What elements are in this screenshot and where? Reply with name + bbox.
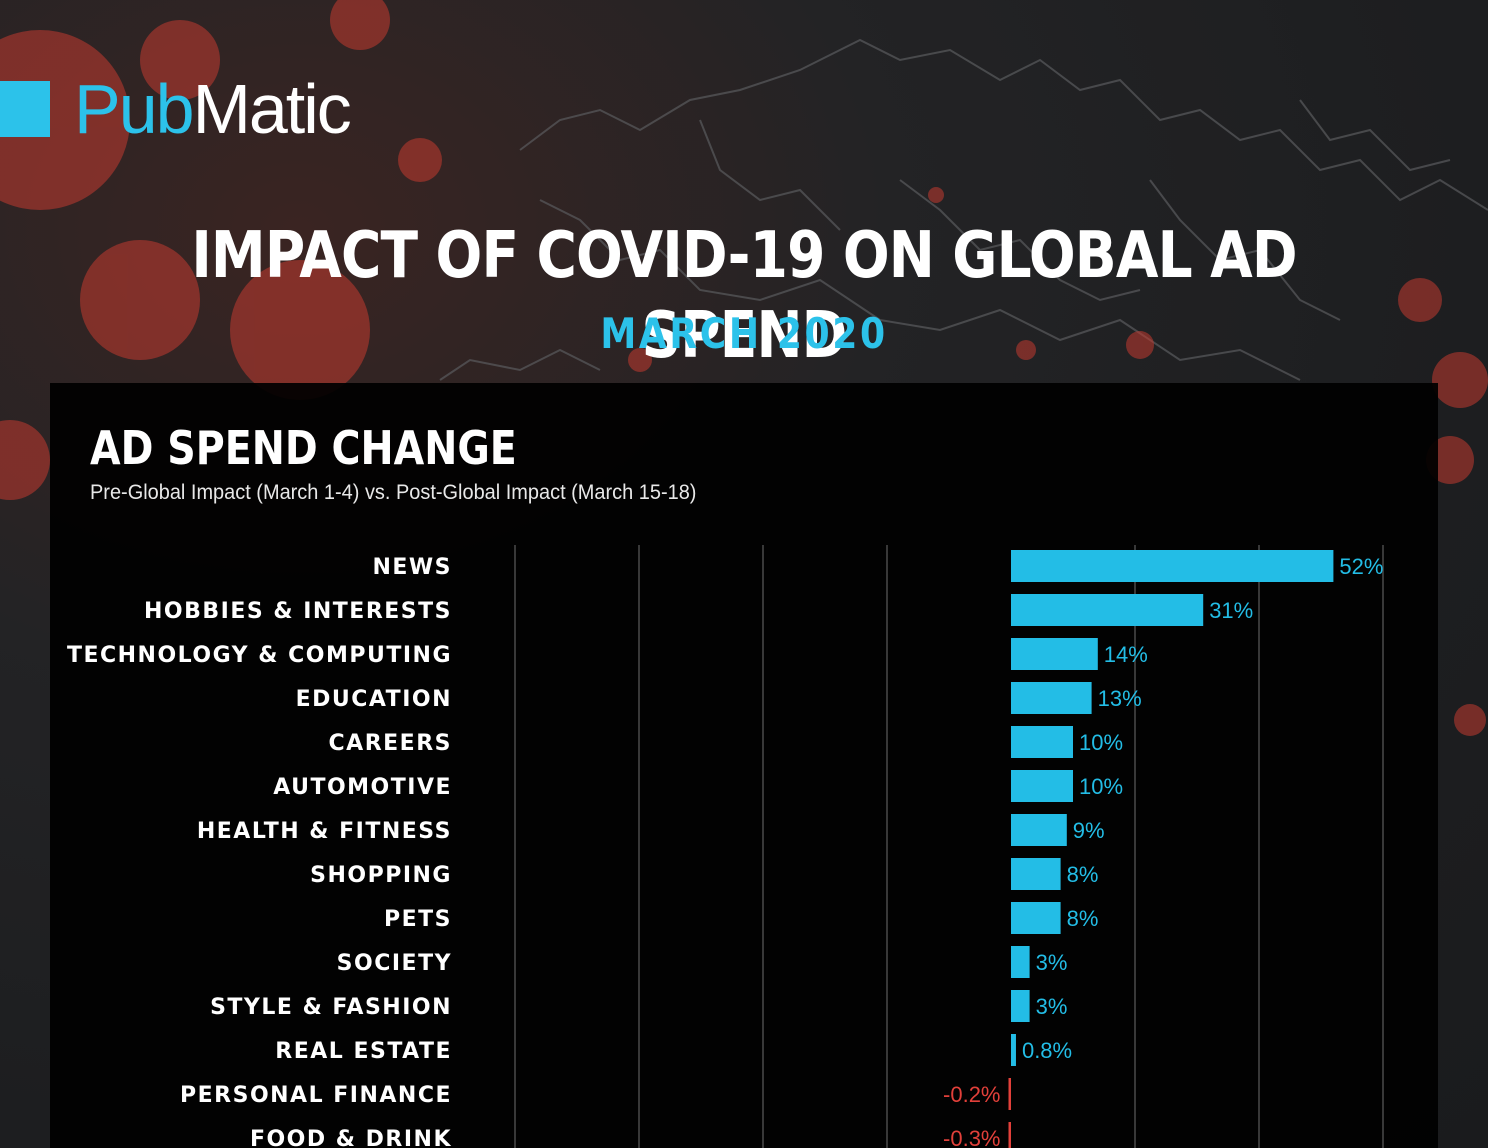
category-label: EDUCATION <box>296 687 452 712</box>
bar-real-estate <box>1011 1034 1016 1066</box>
value-label: 8% <box>1067 862 1099 887</box>
value-label: 52% <box>1339 554 1383 579</box>
value-label: -0.3% <box>943 1126 1000 1148</box>
category-label: SOCIETY <box>337 951 452 976</box>
main-subtitle: MARCH 2020 <box>600 309 888 358</box>
bar-news <box>1011 550 1334 582</box>
bar-food-drink <box>1008 1122 1011 1148</box>
bar-society <box>1011 946 1030 978</box>
bar-health-fitness <box>1011 814 1067 846</box>
value-label: 10% <box>1079 730 1123 755</box>
category-label: AUTOMOTIVE <box>273 775 452 800</box>
category-label: PETS <box>384 907 452 932</box>
category-label: SHOPPING <box>310 863 452 888</box>
bar-personal-finance <box>1008 1078 1011 1110</box>
bar-automotive <box>1011 770 1073 802</box>
bar-pets <box>1011 902 1061 934</box>
category-label: CAREERS <box>329 731 452 756</box>
chart-subtitle: Pre-Global Impact (March 1-4) vs. Post-G… <box>90 481 697 504</box>
logo-text-matic: Matic <box>192 70 352 148</box>
logo-wordmark: PubMatic <box>74 74 352 144</box>
category-label: REAL ESTATE <box>275 1039 452 1064</box>
value-label: 10% <box>1079 774 1123 799</box>
category-label: TECHNOLOGY & COMPUTING <box>67 643 452 668</box>
category-label: NEWS <box>372 555 452 580</box>
value-label: 13% <box>1098 686 1142 711</box>
chart-title: AD SPEND CHANGE <box>90 421 517 475</box>
bar-hobbies-interests <box>1011 594 1204 626</box>
bar-shopping <box>1011 858 1061 890</box>
chart-panel <box>50 383 1438 1148</box>
bar-style-fashion <box>1011 990 1030 1022</box>
gridlines <box>514 545 1384 1148</box>
value-label: 31% <box>1209 598 1253 623</box>
bars <box>1008 550 1334 1148</box>
labels: NEWS 52% HOBBIES & INTERESTS 31% TECHNOLOGY … <box>67 554 1383 1148</box>
main-title: IMPACT OF COVID-19 ON GLOBAL AD SPEND <box>191 219 1297 373</box>
value-label: 3% <box>1036 950 1068 975</box>
category-label: HOBBIES & INTERESTS <box>144 599 452 624</box>
bar-technology-computing <box>1011 638 1098 670</box>
bar-education <box>1011 682 1092 714</box>
logo-text-pub: Pub <box>74 70 195 148</box>
value-label: 8% <box>1067 906 1099 931</box>
value-label: -0.2% <box>943 1082 1000 1107</box>
category-label: FOOD & DRINK <box>250 1127 452 1148</box>
value-label: 14% <box>1104 642 1148 667</box>
pubmatic-logo: PubMatic <box>0 74 352 144</box>
category-label: STYLE & FASHION <box>210 995 452 1020</box>
value-label: 0.8% <box>1022 1038 1072 1063</box>
value-label: 9% <box>1073 818 1105 843</box>
value-label: 3% <box>1036 994 1068 1019</box>
bar-careers <box>1011 726 1073 758</box>
logo-square-mark <box>0 81 50 137</box>
category-label: HEALTH & FITNESS <box>197 819 452 844</box>
category-label: PERSONAL FINANCE <box>180 1083 452 1108</box>
